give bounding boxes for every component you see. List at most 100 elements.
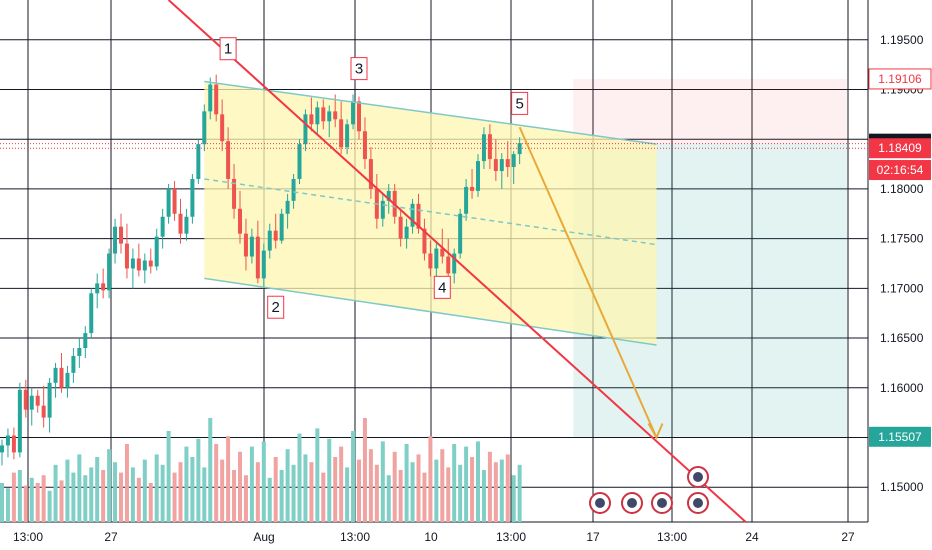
volume-bar bbox=[23, 485, 28, 522]
projection-arrowhead bbox=[647, 422, 664, 440]
volume-bar bbox=[470, 457, 475, 522]
volume-bar bbox=[517, 464, 522, 522]
candle-body bbox=[333, 111, 338, 120]
volume-bar bbox=[136, 477, 141, 522]
wave-label-text: 4 bbox=[438, 279, 446, 296]
channel-upper-line[interactable] bbox=[204, 80, 657, 145]
candle-body bbox=[464, 186, 469, 214]
price-badge-text: 1.15507 bbox=[878, 430, 922, 444]
volume-bar bbox=[505, 454, 510, 522]
volume-bar bbox=[53, 464, 58, 522]
x-tick-label: 13:00 bbox=[13, 530, 43, 544]
wave-label-box[interactable] bbox=[511, 91, 529, 115]
candle-body bbox=[47, 382, 52, 418]
x-tick-label: Aug bbox=[253, 530, 274, 544]
volume-bar bbox=[386, 475, 391, 522]
y-tick-label: 1.17000 bbox=[880, 281, 924, 295]
candle-body bbox=[428, 253, 433, 269]
y-tick-label: 1.17500 bbox=[880, 232, 924, 246]
wave-label-box[interactable] bbox=[433, 275, 451, 299]
volume-bar bbox=[142, 459, 147, 522]
volume-bar bbox=[124, 444, 129, 522]
volume-bar bbox=[493, 462, 498, 522]
trend-line[interactable] bbox=[167, 0, 747, 523]
candle-body bbox=[202, 111, 207, 145]
candle-body bbox=[166, 188, 171, 217]
candle-body bbox=[279, 213, 284, 241]
wave-label-text: 1 bbox=[224, 41, 232, 58]
volume-bar bbox=[220, 459, 225, 522]
projection-path[interactable] bbox=[518, 126, 658, 438]
volume-bar bbox=[487, 451, 492, 522]
candle-body bbox=[345, 124, 350, 148]
candle-body bbox=[17, 389, 22, 453]
volume-bar bbox=[95, 457, 100, 522]
candle-body bbox=[297, 144, 302, 179]
candle-body bbox=[351, 101, 356, 125]
volume-bar bbox=[65, 459, 70, 522]
volume-bar bbox=[398, 470, 403, 522]
y-tick-label: 1.16500 bbox=[880, 331, 924, 345]
volume-bar bbox=[428, 436, 433, 522]
candle-body bbox=[309, 114, 314, 125]
volume-bar bbox=[249, 446, 254, 522]
candle-body bbox=[321, 107, 326, 122]
volume-bar bbox=[267, 477, 272, 522]
volume-bar bbox=[380, 441, 385, 522]
volume-bar bbox=[362, 418, 367, 522]
x-tick-label: 13:00 bbox=[496, 530, 526, 544]
volume-bar bbox=[208, 418, 213, 522]
wave-label-text: 3 bbox=[355, 61, 363, 78]
candle-body bbox=[148, 260, 153, 267]
candle-body bbox=[481, 134, 486, 162]
volume-bar bbox=[434, 459, 439, 522]
candle-body bbox=[315, 107, 320, 125]
volume-bar bbox=[166, 431, 171, 522]
candle-body bbox=[119, 226, 123, 244]
event-icon-inner bbox=[595, 498, 605, 508]
volume-bar bbox=[410, 462, 415, 522]
event-icon-inner bbox=[657, 498, 667, 508]
candle-body bbox=[130, 258, 135, 269]
candle-body bbox=[113, 226, 118, 254]
candle-body bbox=[35, 395, 40, 406]
y-tick-label: 1.15000 bbox=[880, 480, 924, 494]
candle-body bbox=[196, 144, 201, 179]
candle-body bbox=[416, 203, 421, 229]
stop-zone bbox=[573, 78, 847, 144]
channel-lower-line[interactable] bbox=[204, 277, 657, 346]
candle-body bbox=[0, 445, 4, 453]
wave-label-box[interactable] bbox=[219, 37, 237, 61]
candle-body bbox=[440, 248, 445, 257]
volume-bar bbox=[184, 446, 189, 522]
volume-bar bbox=[422, 472, 427, 522]
candle-body bbox=[238, 208, 242, 234]
candle-body bbox=[243, 233, 248, 257]
candle-body bbox=[273, 230, 278, 241]
candle-body bbox=[368, 159, 373, 189]
x-tick-label: 27 bbox=[104, 530, 118, 544]
volume-bar bbox=[172, 472, 177, 522]
volume-bar bbox=[0, 483, 4, 522]
volume-bar bbox=[303, 454, 308, 522]
channel-mid-line[interactable] bbox=[204, 178, 657, 246]
candle-body bbox=[11, 435, 16, 453]
candle-body bbox=[362, 131, 367, 160]
volume-bar bbox=[5, 488, 10, 522]
volume-bar bbox=[368, 449, 373, 522]
wave-label-box[interactable] bbox=[350, 57, 368, 81]
candle-body bbox=[83, 333, 88, 348]
candle-body bbox=[285, 200, 290, 214]
volume-bar bbox=[327, 438, 332, 522]
candle-body bbox=[160, 216, 165, 237]
candle-body bbox=[291, 178, 296, 201]
volume-bar bbox=[71, 472, 76, 522]
candle-body bbox=[452, 253, 457, 274]
volume-bar bbox=[357, 459, 361, 522]
wave-label-box[interactable] bbox=[267, 295, 285, 319]
candle-body bbox=[71, 355, 76, 373]
volume-bar bbox=[226, 436, 231, 522]
x-tick-label: 17 bbox=[586, 530, 600, 544]
candle-body bbox=[101, 283, 106, 291]
